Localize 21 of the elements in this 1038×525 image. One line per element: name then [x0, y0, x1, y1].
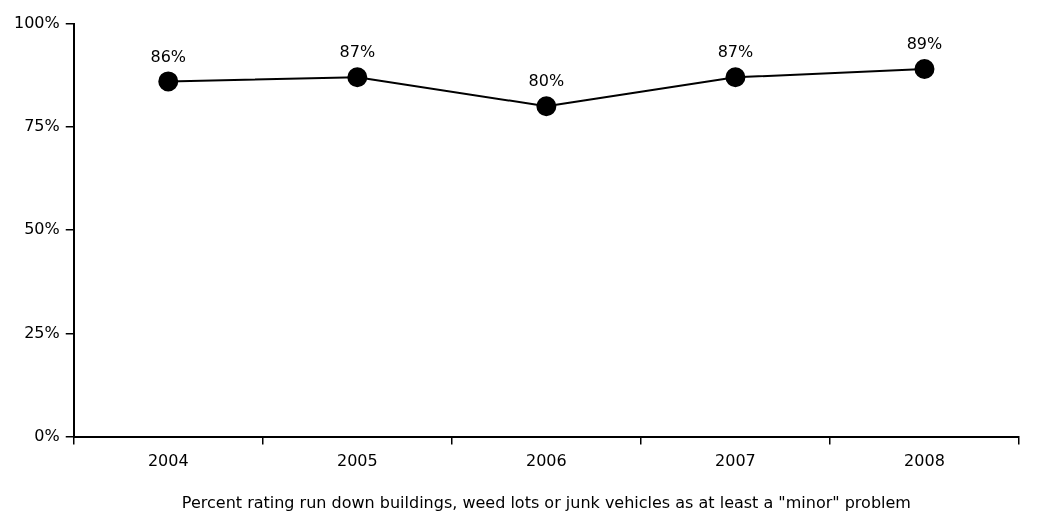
x-tick-label: 2008: [904, 451, 945, 471]
data-label: 89%: [906, 34, 943, 54]
point: [914, 59, 935, 80]
x-axis-title: Percent rating run down buildings, weed lots or junk vehicles as at least a "minor" problem: [181, 492, 911, 512]
x-tick-label: 2004: [147, 451, 189, 471]
data-label: 87%: [339, 42, 376, 62]
x-tick-label: 2007: [715, 451, 756, 471]
x-tick-label: 2005: [336, 451, 378, 471]
y-tick-label: 100%: [13, 12, 60, 32]
point: [725, 67, 746, 88]
data-label: 87%: [717, 42, 754, 62]
point: [536, 96, 557, 117]
point: [347, 67, 368, 88]
y-tick-label: 75%: [24, 116, 60, 136]
point: [158, 71, 179, 92]
y-tick-label: 25%: [24, 322, 60, 342]
x-tick-label: 2006: [526, 451, 567, 471]
y-tick-label: 0%: [34, 425, 60, 445]
data-label: 80%: [528, 71, 565, 91]
y-tick-label: 50%: [24, 219, 60, 239]
data-label: 86%: [150, 46, 187, 66]
